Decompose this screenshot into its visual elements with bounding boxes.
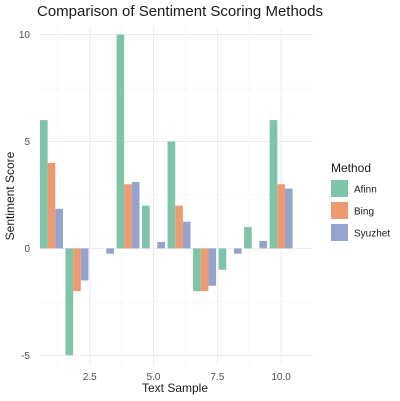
bar-bing-7 [200,248,209,292]
bar-bing-6 [175,205,183,249]
y-tick-label: 5 [24,137,30,148]
y-tick-label: 0 [24,244,30,255]
bar-syuzhet-6 [182,221,191,249]
bar-syuzhet-2 [80,248,89,281]
bar-syuzhet-9 [259,240,268,249]
bar-bing-10 [277,184,285,249]
bar-afinn-5 [142,205,150,249]
y-tick-label: -5 [21,351,30,362]
x-tick-label: 5.0 [147,372,161,383]
bar-bing-4 [124,184,132,249]
legend-title: Method [331,161,371,175]
legend-key-syuzhet [331,224,348,241]
x-tick-label: 7.5 [210,372,224,383]
bar-afinn-1 [40,120,48,249]
legend-label-afinn: Afinn [354,185,377,196]
bar-syuzhet-3 [106,248,114,254]
bar-afinn-8 [218,248,227,270]
y-tick-label: 10 [19,30,31,41]
bar-syuzhet-4 [131,182,140,249]
bar-afinn-7 [193,248,201,292]
bar-bing-1 [47,162,56,249]
bar-syuzhet-10 [284,188,293,249]
legend-key-bing [331,202,348,219]
bar-syuzhet-1 [55,208,63,249]
chart-title: Comparison of Sentiment Scoring Methods [37,3,323,20]
bar-syuzhet-7 [208,248,217,286]
bar-afinn-6 [167,141,176,249]
bar-syuzhet-5 [157,241,166,249]
bar-afinn-9 [244,227,252,249]
bar-afinn-4 [116,34,125,249]
y-axis-label: Sentiment Score [3,151,17,240]
x-tick-label: 2.5 [83,372,97,383]
bar-afinn-10 [269,120,278,249]
bar-syuzhet-8 [233,248,242,254]
legend: Method Afinn Bing Syuzhet [331,161,390,241]
legend-label-bing: Bing [354,207,374,218]
legend-label-syuzhet: Syuzhet [354,229,390,240]
plot-panel: -5 0 5 10 2.5 5.0 7.5 10.0 [19,26,313,383]
legend-key-afinn [331,180,348,197]
x-axis-label: Text Sample [142,381,208,395]
bar-bing-2 [73,248,81,292]
x-tick-label: 10.0 [271,372,291,383]
bar-afinn-2 [65,248,74,356]
